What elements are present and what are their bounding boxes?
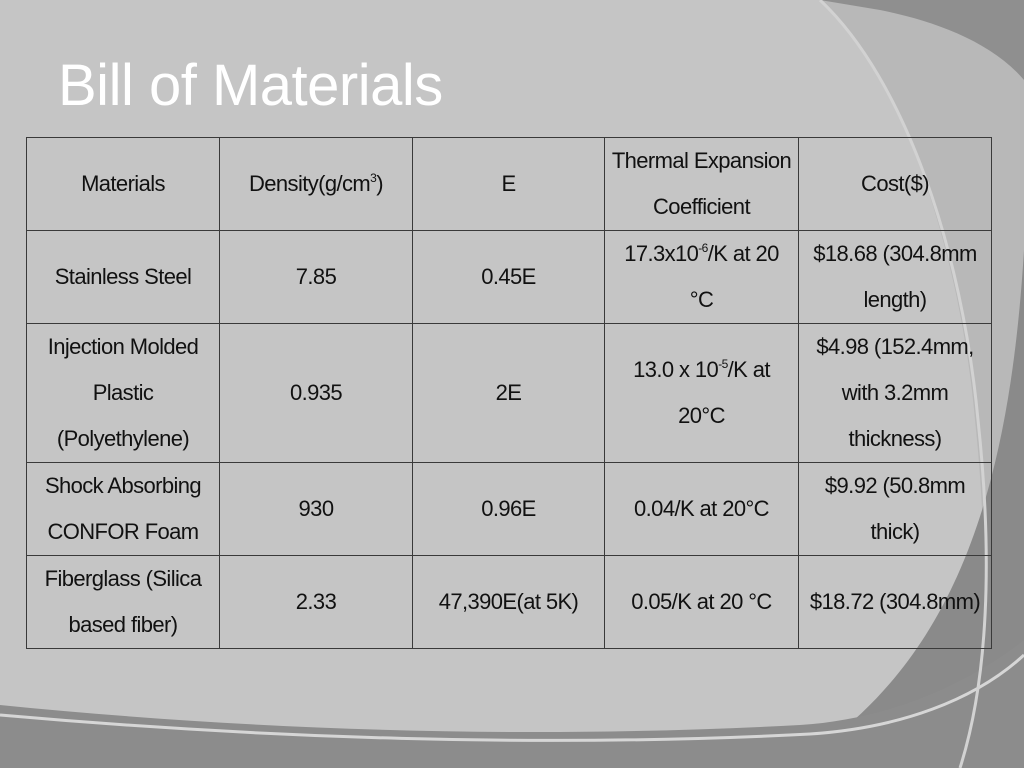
- cell-thermal-base: 0.05/K at 20 °C: [631, 589, 772, 614]
- cell-thermal-exponent: -5: [718, 357, 728, 371]
- header-e: E: [412, 137, 605, 231]
- cell-thermal-base: 17.3x10: [624, 241, 699, 266]
- cell-e: 47,390E(at 5K): [412, 555, 605, 649]
- cell-thermal: 13.0 x 10-5/K at 20°C: [604, 323, 799, 463]
- cell-thermal: 0.05/K at 20 °C: [604, 555, 799, 649]
- bill-of-materials-table: Materials Density(g/cm3) E Thermal Expan…: [26, 137, 992, 649]
- header-density-text: Density(g/cm: [249, 171, 371, 196]
- header-density-close: ): [376, 171, 383, 196]
- cell-material: Stainless Steel: [26, 230, 220, 324]
- cell-density: 2.33: [219, 555, 413, 649]
- cell-cost: $18.68 (304.8mm length): [798, 230, 992, 324]
- cell-thermal-exponent: -6: [698, 241, 708, 255]
- cell-material: Shock Absorbing CONFOR Foam: [26, 462, 220, 556]
- cell-thermal: 17.3x10-6/K at 20 °C: [604, 230, 799, 324]
- header-density-exponent: 3: [370, 171, 377, 185]
- cell-density: 7.85: [219, 230, 413, 324]
- cell-thermal-unit: /K at 20 °C: [689, 241, 780, 312]
- cell-thermal-unit: /K at 20°C: [678, 357, 770, 428]
- table-row: Fiberglass (Silica based fiber) 2.33 47,…: [26, 555, 992, 649]
- table-row: Shock Absorbing CONFOR Foam 930 0.96E 0.…: [26, 462, 992, 556]
- cell-cost: $18.72 (304.8mm): [798, 555, 992, 649]
- slide-title: Bill of Materials: [58, 53, 443, 118]
- cell-material: Injection Molded Plastic (Polyethylene): [26, 323, 220, 463]
- cell-e: 0.45E: [412, 230, 605, 324]
- header-thermal-expansion: Thermal Expansion Coefficient: [604, 137, 799, 231]
- cell-thermal-base: 13.0 x 10: [633, 357, 719, 382]
- header-cost: Cost($): [798, 137, 992, 231]
- cell-density: 0.935: [219, 323, 413, 463]
- cell-density: 930: [219, 462, 413, 556]
- table-row: Stainless Steel 7.85 0.45E 17.3x10-6/K a…: [26, 230, 992, 324]
- cell-cost: $9.92 (50.8mm thick): [798, 462, 992, 556]
- cell-thermal-base: 0.04/K at 20°C: [634, 496, 770, 521]
- cell-e: 0.96E: [412, 462, 605, 556]
- cell-cost: $4.98 (152.4mm, with 3.2mm thickness): [798, 323, 992, 463]
- header-density: Density(g/cm3): [219, 137, 413, 231]
- table-row: Injection Molded Plastic (Polyethylene) …: [26, 323, 992, 463]
- cell-e: 2E: [412, 323, 605, 463]
- cell-thermal: 0.04/K at 20°C: [604, 462, 799, 556]
- header-materials: Materials: [26, 137, 220, 231]
- cell-material: Fiberglass (Silica based fiber): [26, 555, 220, 649]
- table-header-row: Materials Density(g/cm3) E Thermal Expan…: [26, 137, 992, 231]
